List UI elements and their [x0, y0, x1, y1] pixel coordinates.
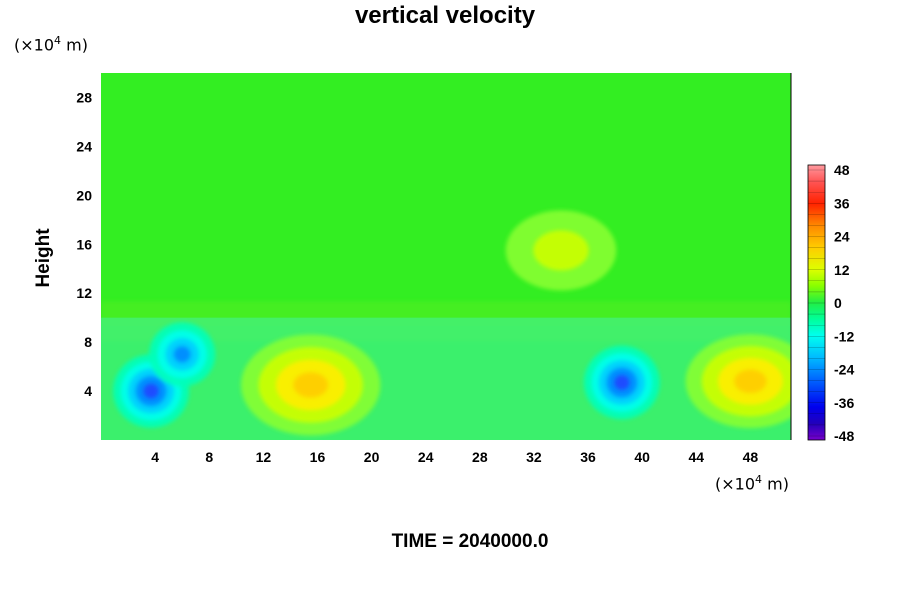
y-tick-label: 24 [76, 138, 92, 154]
y-axis-unit: (×104 m) [14, 34, 88, 54]
y-tick-label: 20 [76, 187, 92, 203]
y-unit-base: (×10 [14, 35, 55, 55]
x-tick-label: 44 [689, 449, 705, 465]
x-tick-label: 24 [418, 449, 434, 465]
colorbar-tick-label: -24 [834, 362, 854, 378]
contour-level [734, 369, 767, 394]
x-tick-label: 20 [364, 449, 380, 465]
colorbar-fill [808, 165, 825, 440]
contour-level [533, 230, 589, 271]
colorbar-tick-label: 12 [834, 262, 850, 278]
y-tick-label: 4 [84, 383, 92, 399]
contour-updraft [241, 334, 381, 436]
x-tick-label: 4 [151, 449, 159, 465]
contour-level [614, 375, 630, 390]
colorbar-tick-label: 48 [834, 162, 850, 178]
chart-title: vertical velocity [354, 2, 536, 29]
contour-downdraft [149, 322, 216, 387]
y-unit-exponent: 4 [54, 34, 62, 47]
lower-layer-band [101, 317, 791, 440]
x-tick-label: 28 [472, 449, 488, 465]
y-unit-tail: m) [61, 35, 88, 55]
x-unit-base: (×10 [715, 474, 756, 494]
x-tick-label: 36 [580, 449, 596, 465]
x-tick-label: 40 [634, 449, 650, 465]
y-tick-label: 8 [84, 334, 92, 350]
x-tick-label: 8 [205, 449, 213, 465]
contour-updraft [685, 334, 791, 429]
colorbar-tick-label: -48 [834, 428, 854, 444]
x-tick-label: 16 [310, 449, 326, 465]
colorbar-tick-label: -36 [834, 395, 854, 411]
y-tick-label: 16 [76, 236, 92, 252]
x-tick-label: 48 [743, 449, 759, 465]
contour-updraft [505, 210, 617, 291]
contour-downdraft [584, 345, 660, 420]
colorbar-border [807, 164, 826, 441]
y-tick-label: 28 [76, 89, 92, 105]
contour-level [143, 383, 159, 399]
upper-layer-band [101, 73, 791, 326]
x-tick-label: 32 [526, 449, 542, 465]
x-unit-tail: m) [762, 474, 789, 494]
x-unit-exponent: 4 [755, 473, 763, 486]
contour-level [173, 346, 191, 363]
x-tick-label: 12 [256, 449, 272, 465]
y-tick-label: 12 [76, 285, 92, 301]
colorbar-tick-label: 24 [834, 229, 850, 245]
colorbar-tick-label: 0 [834, 295, 842, 311]
contour-level [293, 372, 329, 398]
time-label: TIME = 2040000.0 [391, 531, 549, 552]
colorbar-tick-label: -12 [834, 328, 854, 344]
colorbar-tick-label: 36 [834, 195, 850, 211]
colorbar: 48 36 24 12 0 -12 -24 -36 -48 [807, 162, 854, 444]
x-axis-unit: (×104 m) [715, 473, 789, 493]
